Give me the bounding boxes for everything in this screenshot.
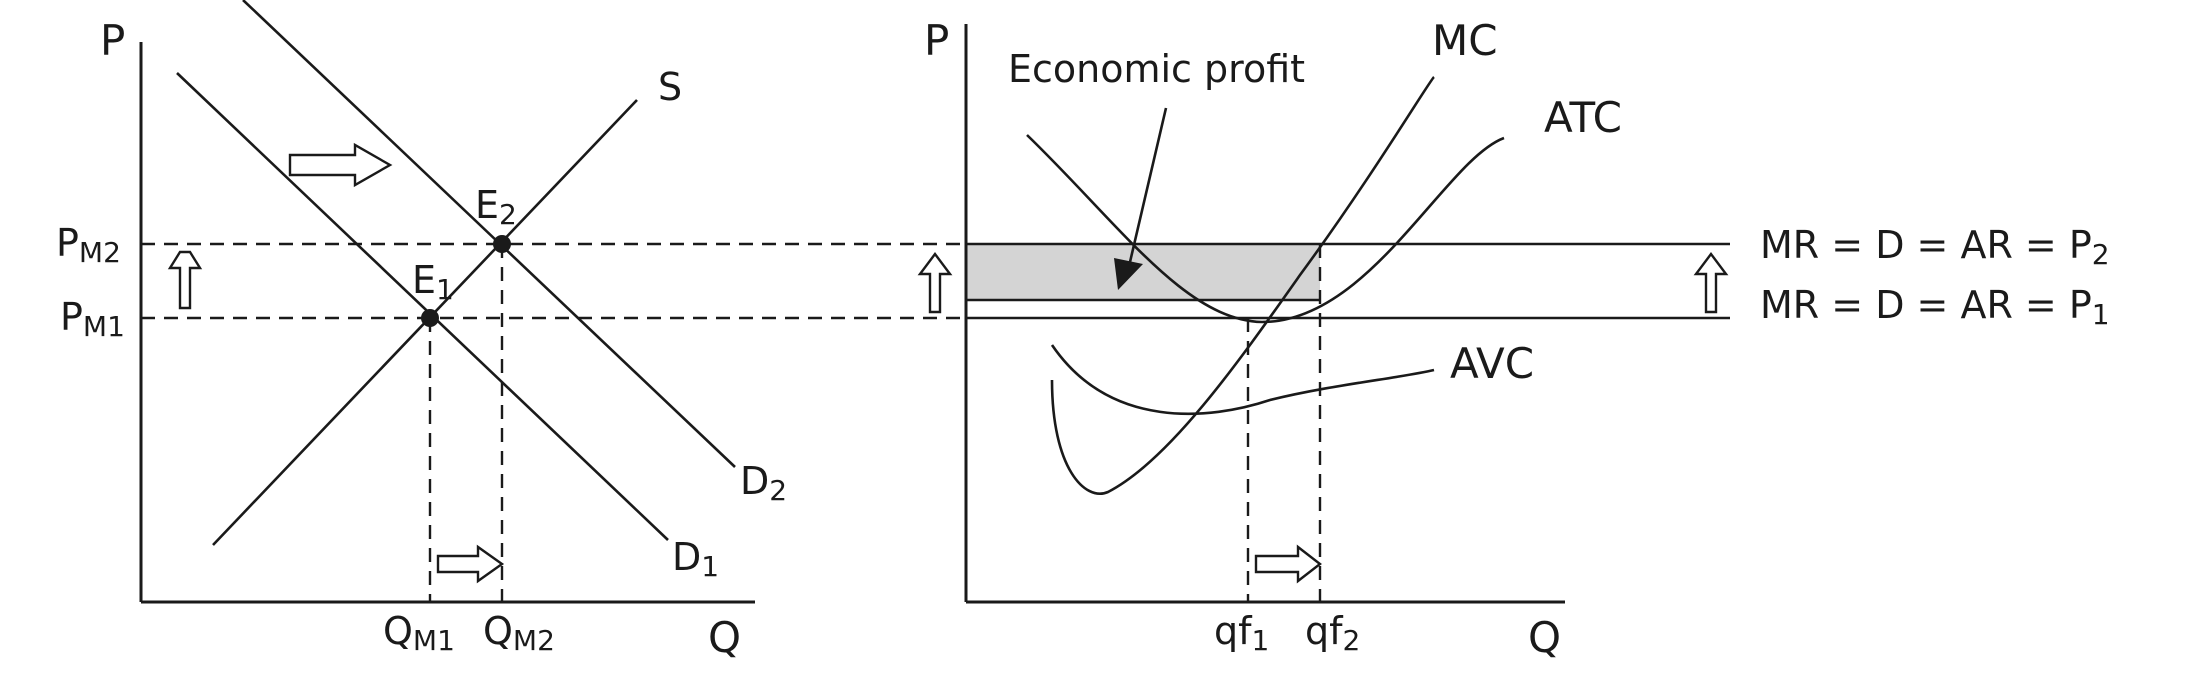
market-y-axis-label: P: [100, 16, 125, 65]
equilibrium-e1-label: E1: [412, 258, 454, 306]
equilibrium-point-e2: [493, 235, 511, 253]
atc-label: ATC: [1544, 93, 1622, 142]
economic-profit-area: [966, 244, 1320, 300]
economic-profit-label: Economic profit: [1008, 47, 1305, 91]
price-pm1-label: PM1: [60, 295, 125, 343]
firm-price-up-arrow-left-icon: [917, 252, 953, 314]
mc-curve: [1050, 75, 1435, 495]
price-pm2-label: PM2: [56, 221, 121, 269]
mc-label: MC: [1432, 16, 1498, 65]
demand-d2-label: D2: [740, 459, 787, 507]
firm-quantity-right-arrow-icon: [1254, 544, 1322, 584]
avc-curve: [1050, 344, 1435, 416]
firm-price-up-arrow-right-icon: [1693, 252, 1729, 314]
price-increase-up-arrow-icon: [167, 250, 203, 310]
demand-shift-right-arrow-icon: [288, 142, 393, 188]
economic-profit-pointer: [1128, 107, 1168, 263]
demand-d1-label: D1: [672, 535, 719, 583]
quantity-qm1-label: QM1: [383, 609, 455, 657]
firm-panel: P Q MC ATC AVC Economic profit MR = D = …: [917, 16, 2110, 662]
mr-p2-label: MR = D = AR = P2: [1760, 223, 2110, 271]
equilibrium-point-e1: [421, 309, 439, 327]
economic-profit-pointer-arrowhead-icon: [1114, 258, 1143, 290]
supply-label: S: [658, 65, 682, 109]
firm-x-axis-label: Q: [1528, 613, 1561, 662]
mr-p1-label: MR = D = AR = P1: [1760, 283, 2110, 331]
equilibrium-e2-label: E2: [475, 183, 517, 231]
market-panel: P Q S D1 D2 E1 E2 PM2 PM1 QM1 QM2: [56, 0, 966, 662]
quantity-increase-right-arrow-icon: [436, 544, 505, 584]
qf2-label: qf2: [1305, 609, 1360, 657]
quantity-qm2-label: QM2: [483, 609, 555, 657]
avc-label: AVC: [1450, 339, 1534, 388]
market-x-axis-label: Q: [708, 613, 741, 662]
firm-y-axis-label: P: [924, 16, 949, 65]
demand-curve-d1: [176, 72, 669, 541]
qf1-label: qf1: [1214, 609, 1269, 657]
demand-curve-d2: [242, 0, 736, 468]
atc-curve: [1026, 134, 1505, 324]
